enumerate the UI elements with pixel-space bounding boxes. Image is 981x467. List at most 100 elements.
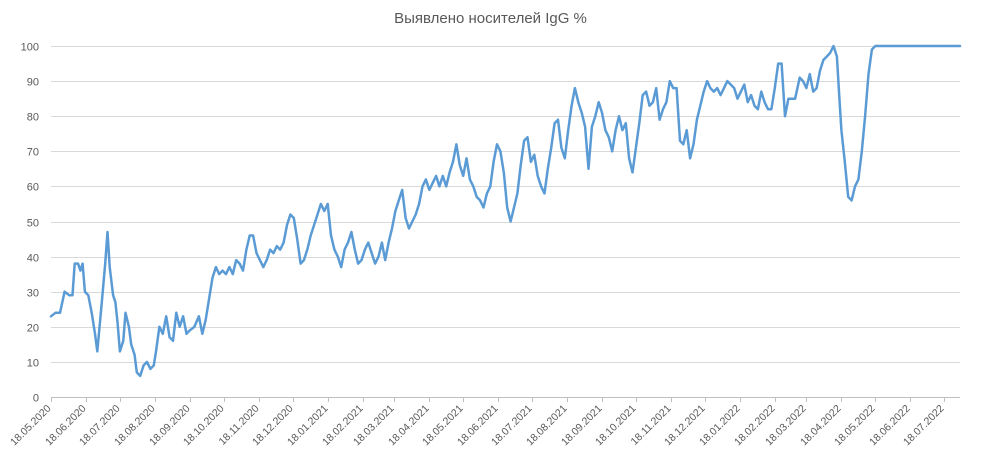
- data-point: [122, 340, 124, 342]
- data-point: [757, 108, 759, 110]
- data-point: [625, 122, 627, 124]
- data-point: [730, 83, 732, 85]
- data-point: [844, 161, 846, 163]
- data-point: [560, 147, 562, 149]
- data-point: [462, 175, 464, 177]
- data-point: [716, 87, 718, 89]
- data-point: [662, 108, 664, 110]
- data-point: [709, 87, 711, 89]
- data-point: [313, 224, 315, 226]
- data-point: [185, 333, 187, 335]
- data-point: [238, 262, 240, 264]
- data-point: [840, 129, 842, 131]
- data-point: [780, 62, 782, 64]
- data-point: [104, 262, 106, 264]
- data-point: [320, 203, 322, 205]
- data-point: [675, 87, 677, 89]
- data-point: [153, 364, 155, 366]
- series-line: [49, 44, 962, 378]
- data-point: [794, 98, 796, 100]
- data-point: [638, 122, 640, 124]
- data-point: [411, 220, 413, 222]
- data-point: [74, 262, 76, 264]
- data-point: [809, 73, 811, 75]
- data-point: [155, 350, 157, 352]
- data-point: [479, 199, 481, 201]
- data-point: [175, 312, 177, 314]
- data-point: [293, 217, 295, 219]
- data-point: [591, 126, 593, 128]
- data-point: [455, 143, 457, 145]
- data-point: [696, 119, 698, 121]
- data-point: [333, 248, 335, 250]
- data-point: [553, 122, 555, 124]
- data-point: [249, 234, 251, 236]
- data-point: [54, 312, 56, 314]
- data-point: [124, 312, 126, 314]
- data-point: [469, 178, 471, 180]
- data-point: [604, 129, 606, 131]
- data-point: [648, 105, 650, 107]
- data-point: [112, 294, 114, 296]
- data-point: [598, 101, 600, 103]
- data-point: [394, 210, 396, 212]
- data-point: [611, 150, 613, 152]
- data-point: [682, 143, 684, 145]
- data-point: [303, 259, 305, 261]
- data-point: [489, 185, 491, 187]
- data-point: [564, 157, 566, 159]
- data-point: [272, 252, 274, 254]
- data-point: [736, 98, 738, 100]
- data-point: [733, 87, 735, 89]
- data-point: [635, 147, 637, 149]
- data-point: [665, 101, 667, 103]
- data-point: [232, 273, 234, 275]
- data-point: [438, 185, 440, 187]
- data-point: [655, 87, 657, 89]
- data-point: [162, 333, 164, 335]
- data-point: [323, 210, 325, 212]
- data-point: [777, 62, 779, 64]
- data-point: [128, 326, 130, 328]
- data-point: [516, 192, 518, 194]
- data-point: [822, 59, 824, 61]
- data-point: [658, 119, 660, 121]
- data-point: [418, 203, 420, 205]
- data-point: [282, 241, 284, 243]
- data-point: [838, 94, 840, 96]
- data-point: [276, 245, 278, 247]
- data-point: [364, 248, 366, 250]
- data-point: [826, 55, 828, 57]
- data-point: [343, 248, 345, 250]
- data-point: [158, 326, 160, 328]
- data-point: [459, 164, 461, 166]
- data-point: [601, 112, 603, 114]
- data-point: [299, 262, 301, 264]
- data-point: [374, 262, 376, 264]
- data-point: [608, 136, 610, 138]
- data-point: [763, 101, 765, 103]
- data-point: [959, 45, 961, 47]
- data-point: [408, 227, 410, 229]
- data-point: [547, 168, 549, 170]
- data-point: [506, 206, 508, 208]
- data-point: [533, 154, 535, 156]
- data-point: [255, 252, 257, 254]
- data-point: [306, 248, 308, 250]
- data-point: [296, 238, 298, 240]
- data-point: [645, 90, 647, 92]
- data-point: [391, 227, 393, 229]
- data-point: [686, 129, 688, 131]
- data-point: [577, 101, 579, 103]
- data-point: [706, 80, 708, 82]
- data-point: [179, 326, 181, 328]
- data-point: [621, 129, 623, 131]
- data-point: [235, 259, 237, 261]
- data-point: [713, 90, 715, 92]
- data-point: [523, 140, 525, 142]
- data-point: [652, 101, 654, 103]
- data-point: [537, 175, 539, 177]
- data-point: [513, 206, 515, 208]
- data-point: [540, 185, 542, 187]
